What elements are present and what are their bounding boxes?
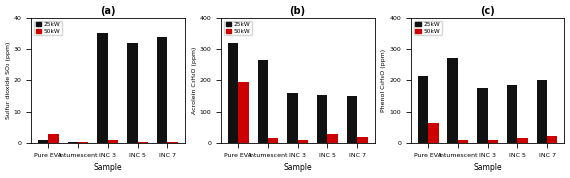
Bar [447,59,458,143]
Bar [428,123,438,143]
Y-axis label: Acrolein C₃H₄O (ppm): Acrolein C₃H₄O (ppm) [192,47,197,114]
Bar [458,140,469,143]
Bar [48,134,59,143]
X-axis label: Sample: Sample [283,163,312,172]
Bar [137,142,148,143]
Bar [327,134,338,143]
Bar [108,140,118,143]
Bar [97,33,108,143]
Bar [78,142,88,143]
Title: (b): (b) [290,6,306,15]
Bar [127,43,137,143]
Bar [317,95,327,143]
Title: (c): (c) [480,6,495,15]
Title: (a): (a) [100,6,116,15]
Y-axis label: Phenol C₆H₆O (ppm): Phenol C₆H₆O (ppm) [381,49,386,112]
Legend: 25kW, 50kW: 25kW, 50kW [414,21,442,35]
Legend: 25kW, 50kW: 25kW, 50kW [34,21,62,35]
Bar [507,85,518,143]
Bar [536,80,547,143]
Bar [228,43,238,143]
Bar [167,142,178,143]
Bar [547,136,557,143]
X-axis label: Sample: Sample [93,163,122,172]
Bar [68,142,78,143]
Y-axis label: Sulfur dioxide SO₂ (ppm): Sulfur dioxide SO₂ (ppm) [6,42,11,119]
Bar [157,36,167,143]
Bar [238,82,249,143]
Bar [298,140,308,143]
Bar [477,88,487,143]
Bar [518,138,528,143]
Bar [487,140,498,143]
Bar [418,76,428,143]
Bar [287,93,298,143]
X-axis label: Sample: Sample [473,163,502,172]
Bar [268,138,278,143]
Legend: 25kW, 50kW: 25kW, 50kW [224,21,252,35]
Bar [347,96,357,143]
Bar [38,140,48,143]
Bar [258,60,268,143]
Bar [357,137,368,143]
